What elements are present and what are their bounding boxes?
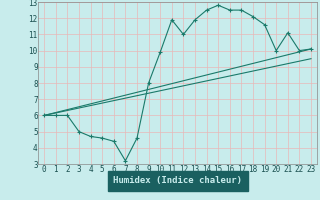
X-axis label: Humidex (Indice chaleur): Humidex (Indice chaleur) (113, 176, 242, 185)
